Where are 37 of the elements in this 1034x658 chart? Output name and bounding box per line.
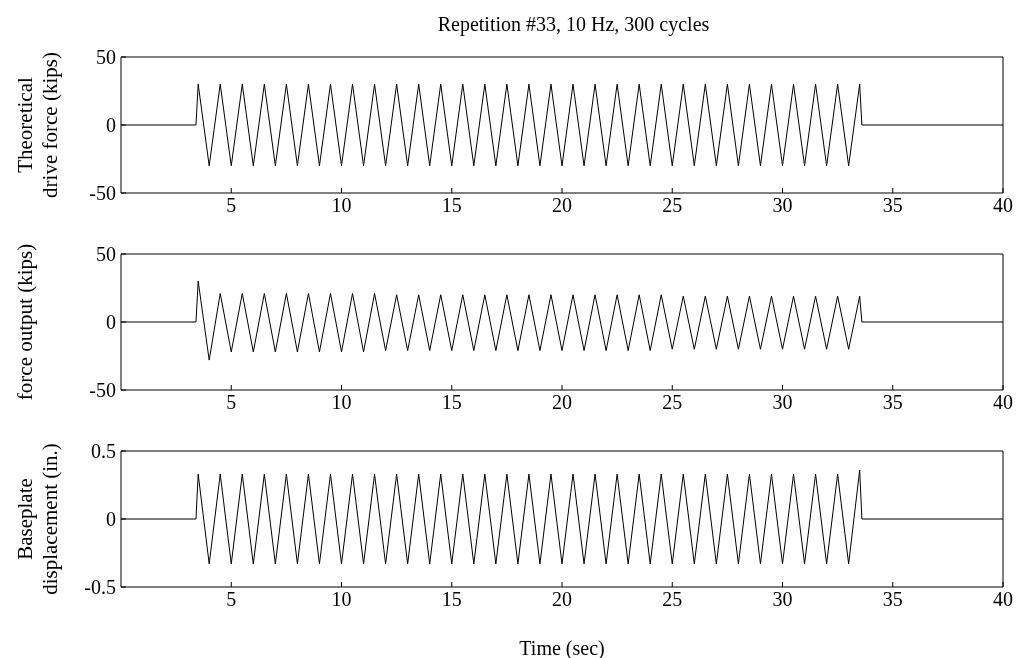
x-tick-label: 30 [772,194,793,217]
y-tick-label: 50 [96,243,116,266]
x-tick-label: 15 [441,194,462,217]
y-tick-label: 50 [96,46,116,69]
x-tick-label: 40 [993,391,1013,414]
x-tick-label: 30 [772,588,793,611]
x-tick-label: 35 [882,194,903,217]
x-tick-label: 35 [882,588,903,611]
chart-title: Repetition #33, 10 Hz, 300 cycles [436,12,711,38]
x-tick-label: 25 [662,391,683,414]
y-tick-label: 0 [106,311,116,334]
x-tick-label: 15 [441,588,462,611]
x-tick-label: 10 [331,194,352,217]
x-tick-label: 5 [226,194,237,217]
x-tick-label: 15 [441,391,462,414]
x-tick-label: 30 [772,391,793,414]
y-tick-label: -50 [89,379,116,402]
y-axis-title: force output (kips) [13,242,38,403]
x-tick-label: 20 [552,194,572,217]
x-tick-label: 35 [882,391,903,414]
x-tick-label: 40 [993,194,1013,217]
x-tick-label: 5 [226,391,237,414]
y-tick-label: -50 [89,182,116,205]
x-tick-label: 10 [331,588,352,611]
x-tick-label: 20 [552,391,572,414]
x-tick-label: 10 [331,391,352,414]
x-tick-label: 20 [552,588,572,611]
y-axis-title: Theoretical drive force (kips) [13,51,63,200]
y-tick-label: 0.5 [91,440,116,463]
y-tick-label: -0.5 [84,576,116,599]
x-tick-label: 5 [226,588,237,611]
y-axis-title: Baseplate displacement (in.) [13,442,63,597]
x-tick-label: 25 [662,194,683,217]
x-tick-label: 25 [662,588,683,611]
y-tick-label: 0 [106,508,116,531]
x-tick-label: 40 [993,588,1013,611]
y-tick-label: 0 [106,114,116,137]
